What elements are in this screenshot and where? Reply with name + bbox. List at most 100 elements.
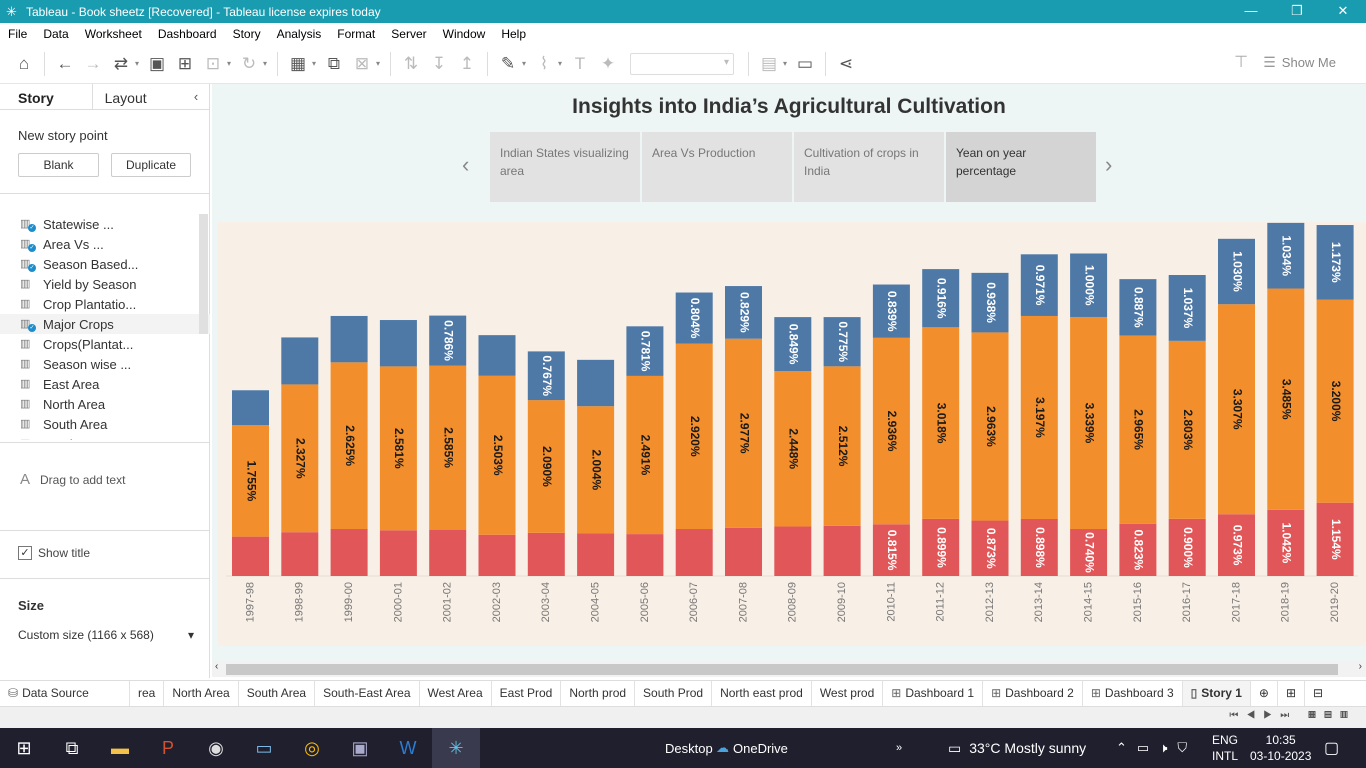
- story-point-1[interactable]: Indian States visualizing area: [490, 132, 640, 202]
- sheet-tab[interactable]: West prod: [812, 680, 884, 707]
- story-sheet-item[interactable]: ▥ South-East ...: [0, 434, 210, 441]
- share-icon[interactable]: ⋖: [838, 53, 854, 73]
- menu-analysis[interactable]: Analysis: [276, 26, 322, 41]
- chevron-down-icon[interactable]: ▾: [558, 59, 563, 68]
- horizontal-scrollbar[interactable]: ‹ ›: [212, 661, 1366, 677]
- previous-story-point-icon[interactable]: ‹: [462, 152, 470, 177]
- refresh-icon[interactable]: ↻: [241, 53, 257, 73]
- tableau-taskbar-icon[interactable]: ✳: [432, 728, 480, 768]
- menu-server[interactable]: Server: [391, 26, 427, 41]
- scroll-left-icon[interactable]: ‹: [215, 661, 219, 672]
- new-story-tab-icon[interactable]: ⊟: [1313, 685, 1324, 700]
- menu-window[interactable]: Window: [442, 26, 486, 41]
- clear-sheet-icon[interactable]: ⊠: [354, 53, 370, 73]
- sheet-tab[interactable]: South Prod: [635, 680, 713, 707]
- show-mark-labels-icon[interactable]: T: [574, 53, 586, 73]
- weather-widget[interactable]: ▭ 33°C Mostly sunny: [948, 739, 1087, 757]
- chrome-icon[interactable]: ◎: [304, 737, 320, 758]
- fit-dropdown[interactable]: [630, 52, 734, 75]
- chevron-down-icon[interactable]: ▾: [263, 59, 268, 68]
- story-sheet-item[interactable]: ▥ Season wise ...: [0, 354, 210, 374]
- menu-data[interactable]: Data: [43, 26, 69, 41]
- computer-icon[interactable]: ▭: [255, 737, 273, 758]
- sort-ascending-icon[interactable]: ↧: [431, 53, 447, 73]
- pin-icon[interactable]: ⊤: [1234, 54, 1248, 71]
- chevron-down-icon[interactable]: ▾: [376, 59, 381, 68]
- word-icon[interactable]: W: [399, 737, 417, 758]
- sheet-tab[interactable]: North prod: [561, 680, 636, 707]
- sheet-tab[interactable]: rea: [130, 680, 165, 707]
- chevron-up-icon[interactable]: »: [896, 742, 903, 754]
- sort-descending-icon[interactable]: ↥: [459, 53, 475, 73]
- file-explorer-icon[interactable]: ▬: [111, 737, 129, 758]
- new-worksheet-tab-icon[interactable]: ⊕: [1251, 680, 1278, 707]
- replay-icon[interactable]: ⇄: [113, 53, 129, 73]
- story-sheet-item[interactable]: ▥ North Area: [0, 394, 210, 414]
- dashboard-tab[interactable]: ⊞ Dashboard 3: [1083, 680, 1183, 707]
- sheet-tab[interactable]: South Area: [239, 680, 316, 707]
- remote-desktop-icon[interactable]: ▣: [351, 737, 369, 758]
- chevron-down-icon[interactable]: ▾: [135, 59, 140, 68]
- new-dashboard-tab-icon[interactable]: ⊞: [1278, 680, 1306, 707]
- story-sheet-item[interactable]: ▥ ✓ Major Crops: [0, 314, 210, 334]
- clock[interactable]: 10:35 03-10-2023: [1250, 733, 1312, 763]
- scroll-right-icon[interactable]: ›: [1358, 661, 1362, 672]
- presentation-mode-icon[interactable]: ▭: [796, 53, 814, 73]
- chevron-down-icon[interactable]: ▾: [312, 59, 317, 68]
- blank-button[interactable]: Blank: [18, 153, 99, 177]
- drag-text-object[interactable]: A Drag to add text: [20, 471, 125, 488]
- powerpoint-icon[interactable]: P: [161, 737, 174, 758]
- new-data-source-icon[interactable]: ⊞: [177, 53, 193, 73]
- group-members-icon[interactable]: ⌇: [539, 53, 549, 73]
- duplicate-sheet-icon[interactable]: ⧉: [327, 53, 341, 73]
- menu-format[interactable]: Format: [337, 26, 376, 41]
- tab-story[interactable]: Story: [0, 84, 92, 109]
- highlight-icon[interactable]: ✎: [500, 53, 516, 73]
- save-icon[interactable]: ▣: [148, 53, 166, 73]
- story-sheet-item[interactable]: ▥ Crop Plantatio...: [0, 294, 210, 314]
- story-point-2[interactable]: Area Vs Production: [642, 132, 792, 202]
- fix-axes-icon[interactable]: ✦: [600, 53, 616, 73]
- checkbox-checked-icon[interactable]: ✓: [18, 546, 32, 560]
- undo-icon[interactable]: ←: [56, 53, 74, 73]
- menu-story[interactable]: Story: [232, 26, 261, 41]
- show-title-checkbox[interactable]: ✓ Show title: [18, 546, 90, 560]
- dashboard-tab[interactable]: ⊞ Dashboard 2: [983, 680, 1083, 707]
- story-sheet-item[interactable]: ▥ ✓ Season Based...: [0, 254, 210, 274]
- story-sheet-item[interactable]: ▥ East Area: [0, 374, 210, 394]
- sheet-navigation-icons[interactable]: ⏮◀▶⏭ ▦▤▥: [1229, 710, 1356, 721]
- chevron-down-icon[interactable]: ▾: [522, 59, 527, 68]
- show-me-button[interactable]: ☰ Show Me: [1263, 54, 1336, 71]
- story-sheet-item[interactable]: ▥ ✓ Statewise ...: [0, 214, 210, 234]
- story-sheet-item[interactable]: ▥ Crops(Plantat...: [0, 334, 210, 354]
- size-dropdown[interactable]: Custom size (1166 x 568) ▾: [18, 628, 194, 642]
- tab-layout[interactable]: Layout: [91, 84, 184, 109]
- menu-file[interactable]: File: [8, 26, 28, 41]
- new-worksheet-icon[interactable]: ▦: [289, 53, 307, 73]
- onedrive-toolbar[interactable]: ☁ OneDrive: [716, 740, 788, 756]
- collapse-panel-icon[interactable]: ‹: [193, 89, 199, 104]
- sheet-list-scrollbar[interactable]: [199, 214, 208, 334]
- duplicate-button[interactable]: Duplicate: [111, 153, 191, 177]
- sheet-tab[interactable]: South-East Area: [315, 680, 420, 707]
- sheet-tab[interactable]: North Area: [164, 680, 239, 707]
- system-tray[interactable]: ⌃ ▭ 🕨 ⛉: [1116, 728, 1187, 768]
- story-sheet-item[interactable]: ▥ ✓ Area Vs ...: [0, 234, 210, 254]
- sheet-tab[interactable]: East Prod: [492, 680, 562, 707]
- restore-button[interactable]: ❐: [1291, 3, 1303, 18]
- story-point-4[interactable]: Yean on year percentage: [946, 132, 1096, 202]
- task-view-icon[interactable]: ⧉: [65, 737, 79, 758]
- home-icon[interactable]: ⌂: [18, 53, 30, 73]
- dashboard-tab[interactable]: ⊞ Dashboard 1: [883, 680, 984, 707]
- show-cards-icon[interactable]: ▤: [760, 53, 778, 73]
- notifications-icon[interactable]: ▢: [1324, 740, 1340, 757]
- chevron-down-icon[interactable]: ▾: [227, 59, 232, 68]
- minimize-button[interactable]: —: [1244, 3, 1258, 18]
- language-indicator[interactable]: ENG INTL: [1212, 733, 1239, 763]
- swap-rows-columns-icon[interactable]: ⇅: [403, 53, 419, 73]
- menu-help[interactable]: Help: [501, 26, 526, 41]
- scrollbar-thumb[interactable]: [226, 664, 1338, 675]
- story-sheet-item[interactable]: ▥ Yield by Season: [0, 274, 210, 294]
- story-point-3[interactable]: Cultivation of crops in India: [794, 132, 944, 202]
- close-button[interactable]: ✕: [1337, 3, 1349, 18]
